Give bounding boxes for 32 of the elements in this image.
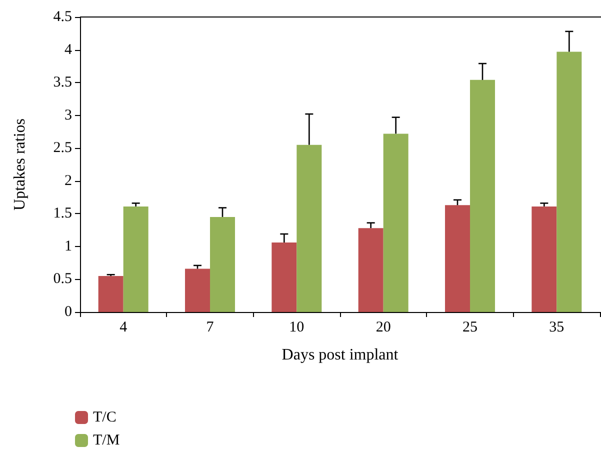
bar <box>532 206 557 312</box>
bar <box>98 276 124 312</box>
y-tick-label: 3.5 <box>53 74 72 91</box>
bar <box>556 52 582 312</box>
legend-label: T/M <box>93 432 120 448</box>
legend-label: T/C <box>93 410 116 426</box>
x-tick-label: 7 <box>206 320 214 336</box>
y-tick-label: 4.5 <box>53 9 72 25</box>
x-axis-title: Days post implant <box>282 346 399 364</box>
x-tick-label: 25 <box>462 320 478 336</box>
y-axis-title: Uptakes ratios <box>12 118 28 210</box>
x-tick-label: 10 <box>289 320 304 336</box>
bar <box>470 80 495 312</box>
bar <box>185 268 210 312</box>
bar <box>358 228 384 312</box>
bar <box>272 242 297 312</box>
x-tick-label: 35 <box>549 320 564 336</box>
bar <box>445 205 470 312</box>
y-tick-label: 2 <box>64 172 72 189</box>
y-tick-label: 4 <box>64 42 72 58</box>
y-tick-label: 2.5 <box>53 140 72 156</box>
x-tick-label: 20 <box>376 320 391 336</box>
x-tick-label: 4 <box>120 320 128 336</box>
y-tick-label: 0 <box>64 304 72 320</box>
y-tick-label: 1.5 <box>53 206 72 222</box>
bar <box>123 206 148 312</box>
bar <box>383 134 408 312</box>
y-tick-label: 0.5 <box>53 271 72 288</box>
bar <box>210 216 235 312</box>
bar <box>296 144 322 312</box>
y-tick-label: 1 <box>64 238 72 254</box>
y-tick-label: 3 <box>64 107 72 124</box>
